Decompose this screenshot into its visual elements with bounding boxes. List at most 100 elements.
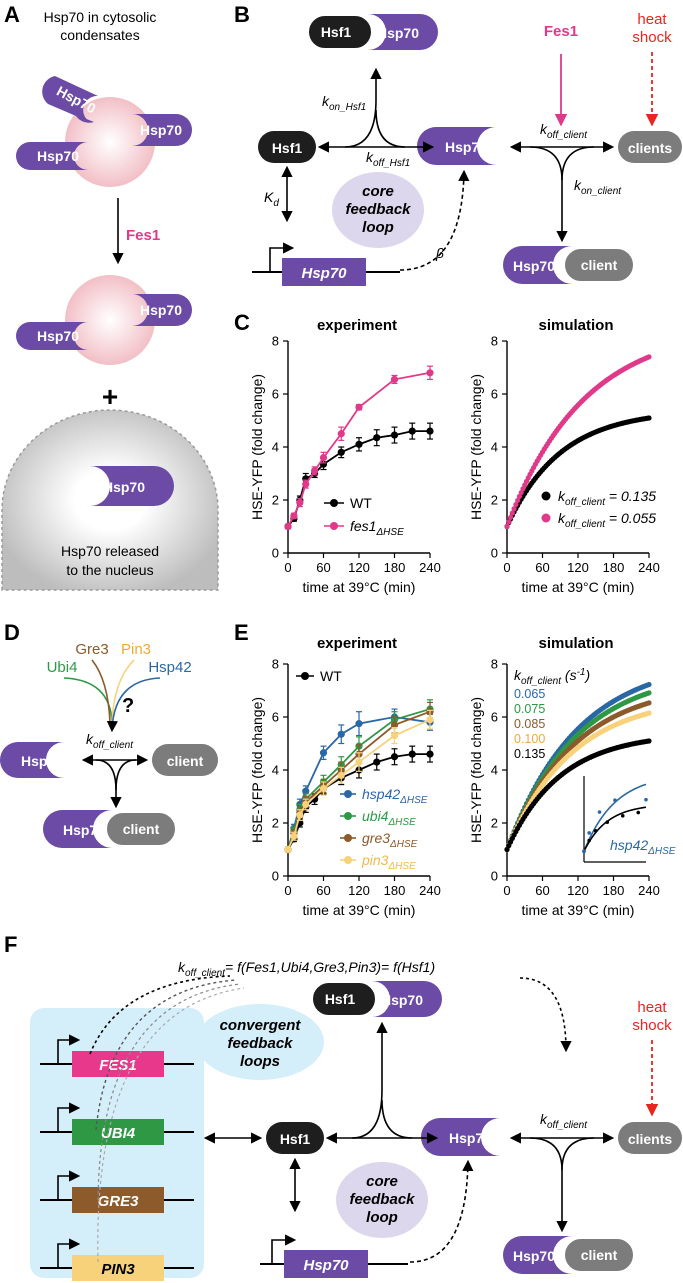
f-core-line3: loop bbox=[366, 1209, 398, 1226]
e-legend-pin3-marker bbox=[344, 856, 352, 864]
d-k: koff_client bbox=[86, 731, 134, 751]
legend-fes1-sub: ΔHSE bbox=[375, 527, 404, 538]
k-symbol: k bbox=[514, 667, 522, 683]
y-tick-label: 8 bbox=[272, 334, 279, 349]
data-point bbox=[337, 430, 345, 438]
sim-point bbox=[513, 501, 519, 508]
sim-point bbox=[515, 497, 521, 504]
data-point bbox=[426, 427, 434, 435]
y-tick-label: 4 bbox=[272, 763, 279, 778]
k-symbol: k bbox=[86, 731, 94, 747]
y-tick-label: 8 bbox=[272, 657, 279, 672]
f-heat-line2: shock bbox=[632, 1017, 672, 1034]
f-hsf1: Hsf1 bbox=[266, 1122, 324, 1154]
x-tick-label: 180 bbox=[384, 560, 406, 575]
client-label: client bbox=[581, 257, 618, 273]
f-dash-3 bbox=[97, 983, 241, 1201]
gene-label: GRE3 bbox=[98, 1193, 140, 1210]
legend-name: pin3 bbox=[361, 852, 389, 868]
heat-shock-line1: heat bbox=[637, 11, 667, 28]
legend-sub: ΔHSE bbox=[389, 839, 418, 850]
x-tick-label: 60 bbox=[535, 883, 549, 898]
k-subscript: off_client bbox=[565, 497, 606, 508]
hsp70-condensate-top-left: Hsp70 bbox=[42, 76, 99, 123]
hsp70-free: Hsp70 bbox=[417, 127, 496, 165]
data-point bbox=[302, 800, 310, 809]
f-beta-arrow bbox=[409, 1159, 474, 1263]
e-legend-ubi4-marker bbox=[344, 812, 352, 820]
f-k-off-client: koff_client bbox=[540, 1111, 588, 1131]
binding-arrow-branch bbox=[375, 109, 406, 148]
data-point bbox=[355, 440, 363, 448]
legend-sub: ΔHSE bbox=[387, 817, 416, 828]
k-subscript: off_client bbox=[565, 519, 606, 530]
f-dash-to-k bbox=[519, 977, 572, 1053]
clients-label: clients bbox=[628, 1131, 673, 1147]
f-binding-branch bbox=[381, 1099, 413, 1139]
data-point bbox=[355, 720, 363, 728]
d-hsp70: Hsp70 bbox=[0, 742, 64, 778]
f-conv-line2: feedback bbox=[227, 1035, 293, 1052]
inset-point bbox=[636, 810, 641, 815]
inset-point bbox=[613, 798, 617, 802]
x-tick-label: 60 bbox=[316, 560, 330, 575]
f-equation: koff_client= f(Fes1,Ubi4,Gre3,Pin3)= f(H… bbox=[178, 959, 435, 979]
f-hsp70: Hsp70 bbox=[421, 1118, 500, 1156]
f-hsp70-gene-box bbox=[284, 1250, 368, 1278]
e-legend-pin3: pin3ΔHSE bbox=[361, 852, 416, 872]
series-line bbox=[287, 371, 431, 527]
clients-label: clients bbox=[628, 140, 673, 156]
inset-curve bbox=[583, 783, 647, 852]
data-point bbox=[337, 730, 345, 738]
y-tick-label: 2 bbox=[491, 493, 498, 508]
data-point bbox=[290, 832, 298, 840]
hsf1-label: Hsf1 bbox=[280, 1131, 311, 1147]
inset-point bbox=[593, 829, 598, 833]
data-point bbox=[319, 784, 328, 793]
e-legend-gre3: gre3ΔHSE bbox=[362, 830, 418, 850]
f-conv-line1: convergent bbox=[220, 1017, 302, 1034]
inset-name: hsp42 bbox=[610, 837, 648, 853]
sim-legend2-marker bbox=[541, 513, 551, 523]
y-tick-label: 2 bbox=[491, 816, 498, 831]
legend-name: ubi4 bbox=[362, 808, 389, 824]
data-point bbox=[337, 771, 345, 779]
panel-a-letter: A bbox=[4, 2, 20, 27]
data-point bbox=[302, 787, 310, 795]
gene-label: FES1 bbox=[99, 1057, 137, 1074]
y-axis-label: HSE-YFP (fold change) bbox=[249, 374, 265, 520]
hsp70-condensate-bottom-left: Hsp70 bbox=[16, 322, 88, 350]
hsf1-label: Hsf1 bbox=[272, 140, 303, 156]
hsp70-label: Hsp70 bbox=[449, 1130, 491, 1146]
x-tick-label: 60 bbox=[535, 560, 549, 575]
hsp70-label: Hsp70 bbox=[381, 992, 423, 1008]
inset-point bbox=[605, 820, 610, 825]
gene-promoter-arrow bbox=[57, 1238, 81, 1268]
panel-b-letter: B bbox=[234, 2, 250, 27]
k-symbol: k bbox=[558, 510, 566, 526]
k-symbol: k bbox=[558, 488, 566, 504]
hsp70-gene-label: Hsp70 bbox=[301, 265, 347, 282]
e-sim-k-header: koff_client (s-1) bbox=[514, 667, 590, 687]
f-genes: FES1 UBI4 GRE3 PIN3 bbox=[40, 1034, 194, 1281]
y-tick-label: 6 bbox=[272, 710, 279, 725]
gene-box bbox=[72, 1119, 164, 1145]
gene-box bbox=[72, 1051, 164, 1077]
data-point bbox=[390, 431, 399, 439]
data-point bbox=[319, 749, 328, 757]
data-point bbox=[426, 369, 434, 377]
f-core-line2: feedback bbox=[349, 1191, 415, 1208]
y-tick-label: 0 bbox=[491, 546, 498, 561]
x-axis-label: time at 39°C (min) bbox=[522, 902, 635, 918]
k-subscript: off_client bbox=[547, 1120, 588, 1131]
hsf1-free: Hsf1 bbox=[258, 131, 316, 163]
d-binding-arrow bbox=[95, 759, 122, 809]
hsp70-condensate-top-bottom-left: Hsp70 bbox=[16, 142, 88, 170]
gene-promoter-arrow bbox=[57, 1102, 81, 1132]
data-point bbox=[355, 403, 363, 411]
e-legend-hsp42-marker bbox=[344, 790, 352, 798]
y-axis-label: HSE-YFP (fold change) bbox=[468, 374, 484, 520]
